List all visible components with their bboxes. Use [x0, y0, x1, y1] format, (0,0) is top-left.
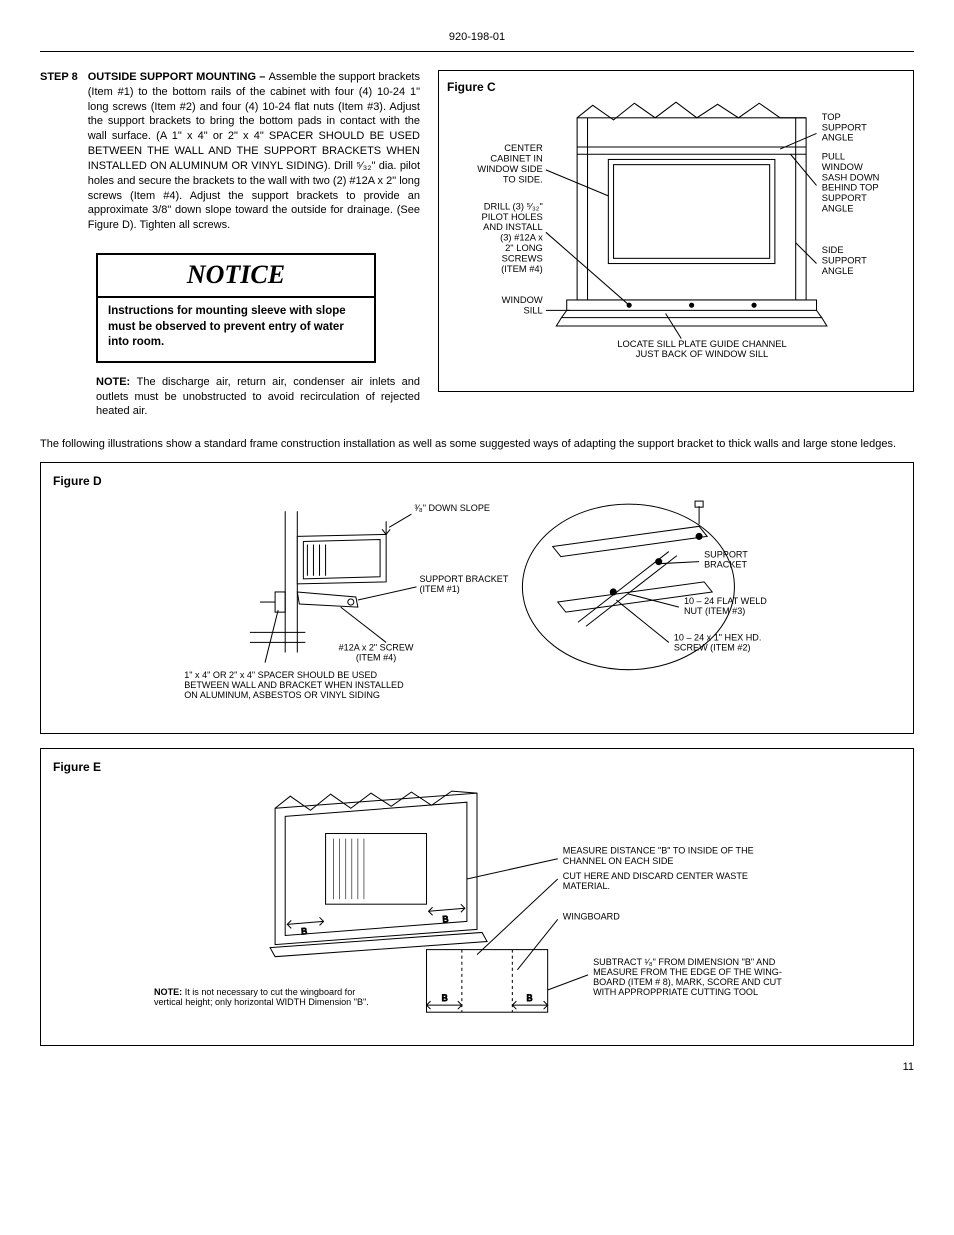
svg-text:2" LONG: 2" LONG: [505, 243, 543, 253]
svg-text:(ITEM #4): (ITEM #4): [356, 653, 396, 663]
svg-text:(ITEM #1): (ITEM #1): [419, 584, 459, 594]
step-title: OUTSIDE SUPPORT MOUNTING –: [88, 71, 269, 83]
notice-title: NOTICE: [98, 255, 374, 298]
svg-text:CENTER: CENTER: [504, 143, 543, 153]
svg-text:1" x 4" OR 2" x 4" SPACER SHOU: 1" x 4" OR 2" x 4" SPACER SHOULD BE USED: [184, 670, 377, 680]
svg-text:#12A x 2" SCREW: #12A x 2" SCREW: [339, 643, 414, 653]
svg-text:WINDOW: WINDOW: [822, 162, 863, 172]
figure-e-svg: B B B B MEASURE DISTANCE "B" TO I: [53, 778, 901, 1030]
svg-text:WITH APPROPPRIATE CUTTING TOOL: WITH APPROPPRIATE CUTTING TOOL: [593, 987, 758, 997]
svg-text:WINDOW SIDE: WINDOW SIDE: [477, 164, 543, 174]
svg-text:B: B: [442, 913, 449, 923]
svg-text:BETWEEN WALL AND BRACKET WHEN: BETWEEN WALL AND BRACKET WHEN INSTALLED: [184, 680, 404, 690]
note-label: NOTE:: [96, 376, 137, 388]
svg-text:SUPPORT: SUPPORT: [822, 256, 867, 266]
right-column: Figure C: [438, 70, 914, 419]
figure-c: Figure C: [438, 70, 914, 392]
svg-text:SCREW (ITEM #2): SCREW (ITEM #2): [674, 643, 751, 653]
svg-text:CHANNEL ON EACH SIDE: CHANNEL ON EACH SIDE: [563, 855, 674, 865]
figure-d-title: Figure D: [53, 473, 901, 489]
notice-box: NOTICE Instructions for mounting sleeve …: [96, 253, 376, 363]
svg-text:CUT HERE AND DISCARD CENTER WA: CUT HERE AND DISCARD CENTER WASTE: [563, 870, 748, 880]
svg-text:ANGLE: ANGLE: [822, 204, 854, 214]
svg-text:SUBTRACT ¹⁄₈" FROM DIMENSION ": SUBTRACT ¹⁄₈" FROM DIMENSION "B" AND: [593, 956, 776, 966]
svg-text:NUT (ITEM #3): NUT (ITEM #3): [684, 606, 745, 616]
step-label: STEP 8: [40, 70, 78, 233]
doc-number: 920-198-01: [449, 31, 505, 43]
figure-c-svg: CENTER CABINET IN WINDOW SIDE TO SIDE. D…: [447, 97, 905, 378]
svg-text:BEHIND TOP: BEHIND TOP: [822, 183, 879, 193]
svg-text:ANGLE: ANGLE: [822, 133, 854, 143]
svg-text:JUST BACK OF WINDOW SILL: JUST BACK OF WINDOW SILL: [636, 349, 768, 359]
svg-text:³⁄₈" DOWN SLOPE: ³⁄₈" DOWN SLOPE: [414, 504, 490, 514]
svg-text:SUPPORT BRACKET: SUPPORT BRACKET: [419, 574, 508, 584]
svg-text:ANGLE: ANGLE: [822, 266, 854, 276]
svg-text:BRACKET: BRACKET: [704, 560, 747, 570]
step-8: STEP 8 OUTSIDE SUPPORT MOUNTING – Assemb…: [40, 70, 420, 233]
figure-e: Figure E B: [40, 748, 914, 1045]
svg-text:MATERIAL.: MATERIAL.: [563, 881, 610, 891]
svg-text:BOARD (ITEM # 8), MARK, SCORE: BOARD (ITEM # 8), MARK, SCORE AND CUT: [593, 976, 782, 986]
svg-text:PULL: PULL: [822, 151, 845, 161]
svg-text:NOTE: It is not necessary to c: NOTE: It is not necessary to cut the win…: [154, 987, 355, 997]
svg-text:LOCATE SILL PLATE GUIDE CHANNE: LOCATE SILL PLATE GUIDE CHANNEL: [617, 339, 786, 349]
figure-d-svg: ³⁄₈" DOWN SLOPE SUPPORT BRACKET (ITEM #1…: [53, 491, 901, 718]
note-block: NOTE: The discharge air, return air, con…: [96, 375, 420, 420]
svg-text:SUPPORT: SUPPORT: [704, 550, 748, 560]
svg-text:vertical height; only horizont: vertical height; only horizontal WIDTH D…: [154, 997, 369, 1007]
svg-text:(3) #12A x: (3) #12A x: [500, 233, 543, 243]
svg-text:WINGBOARD: WINGBOARD: [563, 911, 620, 921]
step-text: Assemble the support brackets (Item #1) …: [88, 71, 420, 231]
svg-text:SILL: SILL: [524, 306, 543, 316]
page-header: 920-198-01: [40, 30, 914, 52]
svg-text:SASH DOWN: SASH DOWN: [822, 172, 880, 182]
svg-text:PILOT HOLES: PILOT HOLES: [482, 212, 543, 222]
svg-text:ON ALUMINUM, ASBESTOS OR VINYL: ON ALUMINUM, ASBESTOS OR VINYL SIDING: [184, 690, 380, 700]
svg-text:TOP: TOP: [822, 112, 841, 122]
svg-text:B: B: [301, 926, 308, 936]
svg-text:DRILL (3) ⁵⁄₃₂": DRILL (3) ⁵⁄₃₂": [484, 201, 543, 211]
figure-d: Figure D: [40, 462, 914, 734]
svg-text:SCREWS: SCREWS: [502, 253, 543, 263]
svg-text:WINDOW: WINDOW: [502, 295, 543, 305]
svg-text:(ITEM #4): (ITEM #4): [501, 264, 543, 274]
left-column: STEP 8 OUTSIDE SUPPORT MOUNTING – Assemb…: [40, 70, 420, 419]
svg-text:CABINET IN: CABINET IN: [490, 154, 542, 164]
svg-text:SUPPORT: SUPPORT: [822, 193, 867, 203]
svg-text:B: B: [442, 993, 448, 1003]
figure-c-title: Figure C: [447, 79, 905, 95]
svg-text:SIDE: SIDE: [822, 245, 844, 255]
top-content-row: STEP 8 OUTSIDE SUPPORT MOUNTING – Assemb…: [40, 70, 914, 419]
svg-text:10 – 24 x 1" HEX HD.: 10 – 24 x 1" HEX HD.: [674, 633, 762, 643]
notice-body: Instructions for mounting sleeve with sl…: [98, 298, 374, 361]
note-text: The discharge air, return air, condenser…: [96, 376, 420, 418]
svg-text:MEASURE DISTANCE "B" TO INSIDE: MEASURE DISTANCE "B" TO INSIDE OF THE: [563, 845, 754, 855]
intro-paragraph: The following illustrations show a stand…: [40, 437, 914, 452]
svg-text:B: B: [526, 993, 532, 1003]
svg-text:TO SIDE.: TO SIDE.: [503, 174, 543, 184]
figure-e-title: Figure E: [53, 759, 901, 775]
svg-text:AND INSTALL: AND INSTALL: [483, 222, 543, 232]
step-body: OUTSIDE SUPPORT MOUNTING – Assemble the …: [88, 70, 420, 233]
svg-text:MEASURE FROM THE EDGE OF THE W: MEASURE FROM THE EDGE OF THE WING-: [593, 966, 782, 976]
page-number: 11: [40, 1060, 914, 1075]
svg-text:SUPPORT: SUPPORT: [822, 122, 867, 132]
svg-text:10 – 24 FLAT WELD: 10 – 24 FLAT WELD: [684, 596, 767, 606]
